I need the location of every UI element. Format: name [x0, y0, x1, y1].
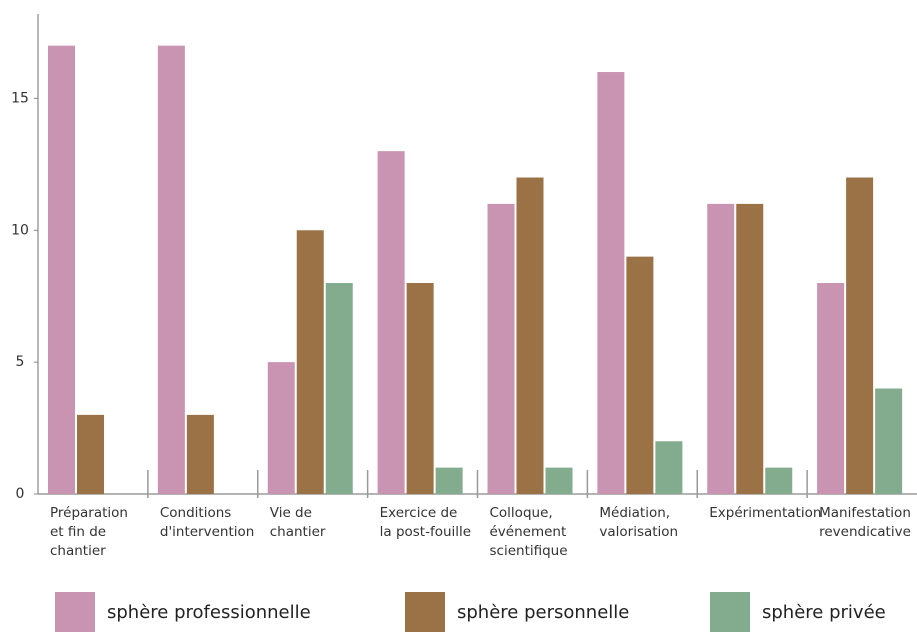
- y-tick-label: 15: [11, 90, 29, 106]
- x-tick-label: Vie de chantier: [269, 505, 326, 540]
- bar: [597, 72, 625, 495]
- y-tick-label: 5: [16, 354, 25, 370]
- bar: [707, 203, 735, 494]
- legend-label: sphère personnelle: [457, 602, 629, 623]
- bar: [736, 203, 764, 494]
- bar: [516, 177, 544, 494]
- x-tick-label: Médiation, valorisation: [599, 505, 679, 540]
- legend-swatch: [55, 592, 95, 632]
- bar: [545, 467, 573, 494]
- bar: [296, 230, 324, 494]
- bar: [325, 283, 353, 494]
- bar: [377, 151, 405, 494]
- x-tick-label: Préparation et fin de chantier: [50, 505, 128, 559]
- bar: [157, 45, 185, 495]
- bar: [435, 467, 463, 494]
- bar: [77, 414, 104, 494]
- x-tick-label: Colloque, événement scientifique: [489, 505, 568, 559]
- bar: [487, 203, 515, 494]
- legend-swatch: [710, 592, 750, 632]
- bar: [406, 283, 434, 494]
- bar: [48, 45, 75, 495]
- legend-swatch: [405, 592, 445, 632]
- bar: [267, 362, 295, 494]
- x-tick-label: Manifestation revendicative: [819, 505, 911, 540]
- bar: [875, 388, 903, 494]
- x-tick-label: Conditions d'intervention: [159, 505, 255, 540]
- y-tick-label: 0: [16, 486, 25, 502]
- bar: [655, 441, 683, 494]
- bar: [765, 467, 793, 494]
- bar: [626, 256, 654, 494]
- bar: [186, 414, 214, 494]
- bar: [846, 177, 874, 494]
- y-tick-label: 10: [11, 222, 29, 238]
- legend-label: sphère professionnelle: [107, 602, 311, 623]
- x-tick-label: Expérimentation: [709, 505, 822, 521]
- x-tick-label: Exercice de la post-fouille: [379, 505, 472, 540]
- legend-label: sphère privée: [762, 602, 886, 623]
- bar: [817, 283, 845, 494]
